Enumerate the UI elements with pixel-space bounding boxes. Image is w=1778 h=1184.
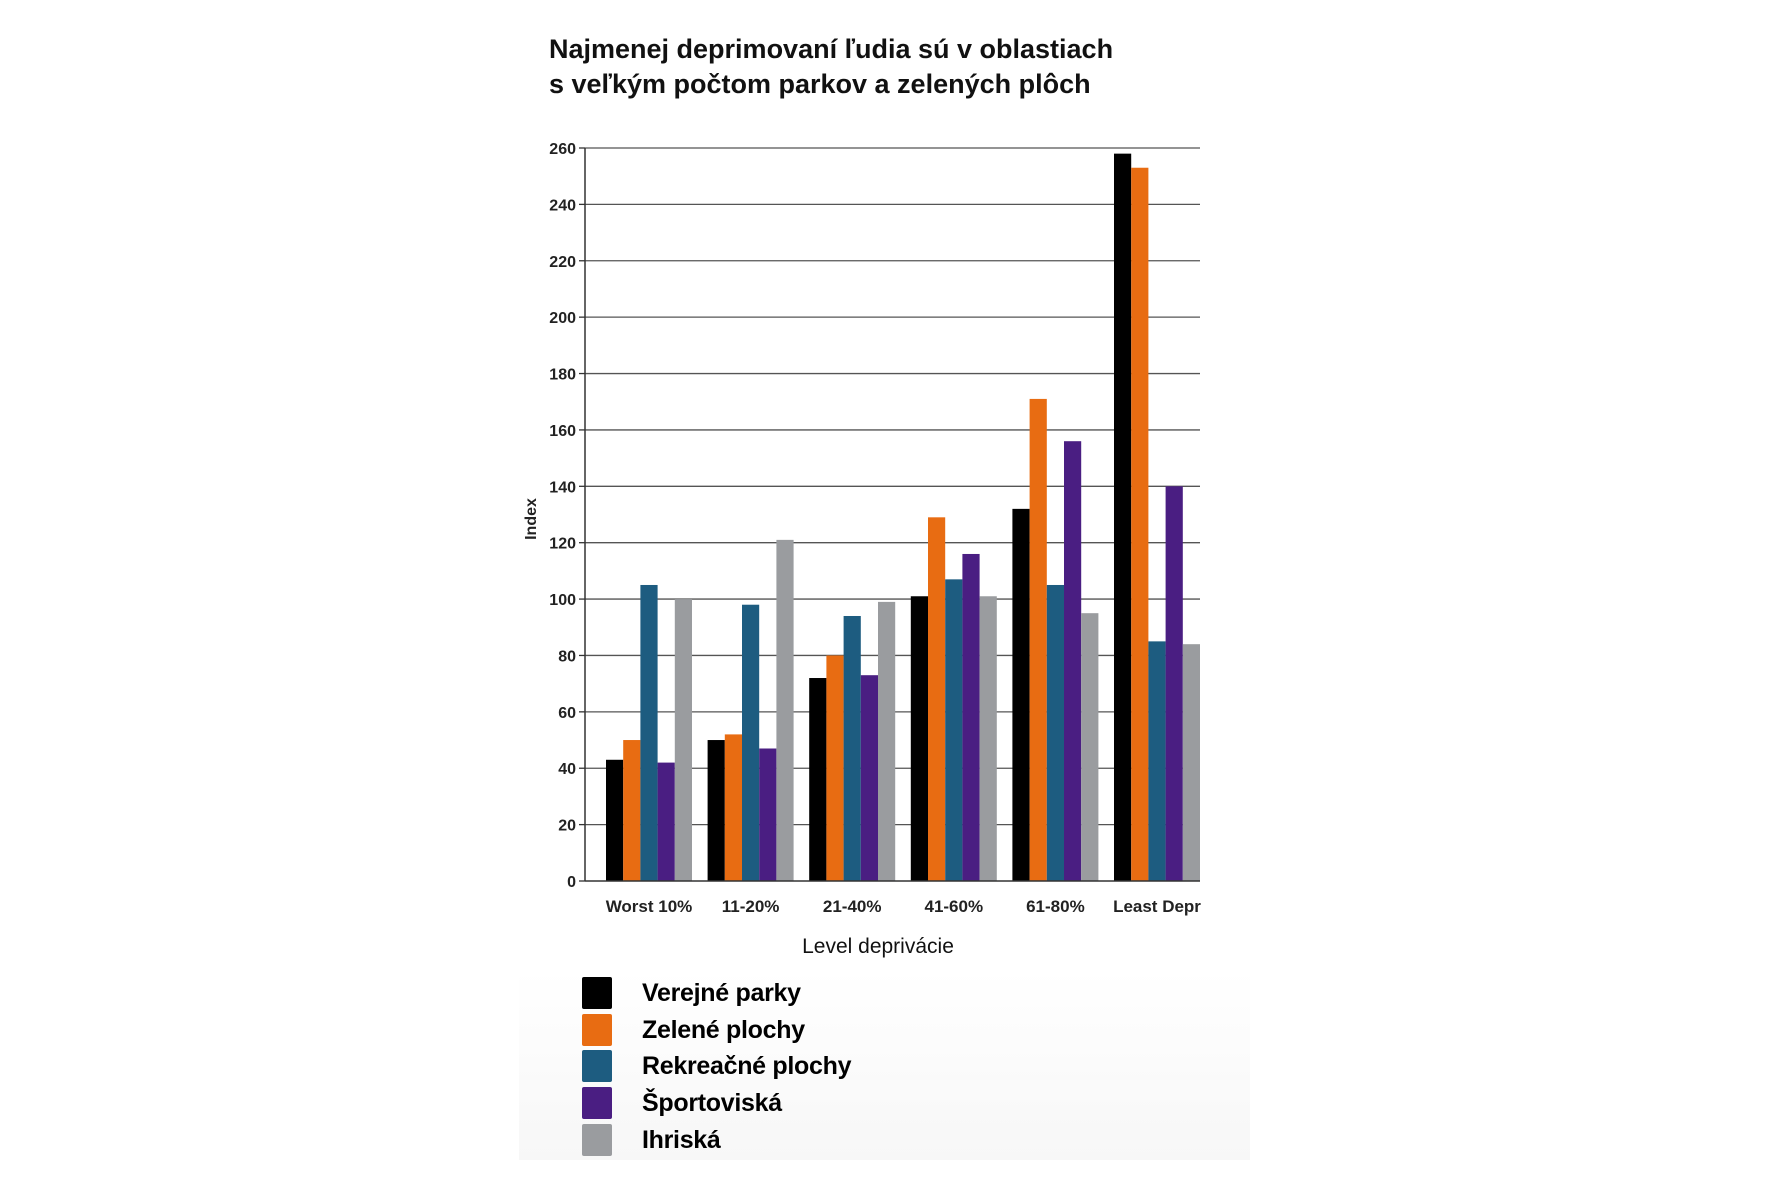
bar: [640, 584, 658, 881]
bar: [962, 553, 980, 881]
y-tick-label: 200: [549, 310, 576, 327]
y-tick-label: 260: [549, 141, 576, 158]
legend-item: Zelené plochy: [582, 1014, 805, 1046]
y-tick-label: 220: [549, 254, 576, 271]
bar: [742, 604, 760, 881]
y-tick-label: 120: [549, 536, 576, 553]
y-axis-label: Index: [523, 498, 540, 540]
bar: [724, 734, 742, 881]
legend-swatch: [582, 977, 612, 1009]
bar: [657, 762, 675, 881]
y-tick-label: 240: [549, 197, 576, 214]
legend-item: Športoviská: [582, 1087, 782, 1119]
x-tick-label: 41-60%: [924, 897, 983, 916]
title-line-1: Najmenej deprimovaní ľudia sú v oblastia…: [549, 34, 1114, 64]
legend-background: [519, 970, 1250, 1160]
bar: [928, 517, 946, 881]
bar: [707, 740, 725, 881]
chart-title: Najmenej deprimovaní ľudia sú v oblastia…: [549, 32, 1113, 102]
bar: [1114, 153, 1132, 882]
bar: [759, 748, 777, 881]
bar: [1182, 644, 1200, 881]
x-tick-label: 61-80%: [1026, 897, 1085, 916]
bar: [606, 759, 624, 881]
bar: [826, 655, 844, 881]
bar: [945, 579, 963, 881]
y-tick-label: 40: [558, 761, 576, 778]
bar: [860, 675, 878, 881]
legend-swatch: [582, 1124, 612, 1156]
y-tick-label: 160: [549, 423, 576, 440]
bar: [878, 601, 896, 881]
x-tick-label: 21-40%: [823, 897, 882, 916]
legend-label: Ihriská: [642, 1125, 721, 1154]
y-tick-label: 0: [567, 874, 576, 891]
legend-label: Verejné parky: [642, 978, 801, 1007]
legend-item: Ihriská: [582, 1124, 721, 1156]
bar: [910, 596, 928, 881]
legend-label: Rekreačné plochy: [642, 1051, 852, 1080]
legend-swatch: [582, 1050, 612, 1082]
title-line-2: s veľkým počtom parkov a zelených plôch: [549, 69, 1091, 99]
bar: [674, 599, 692, 881]
legend-label: Zelené plochy: [642, 1015, 805, 1044]
bar: [979, 596, 997, 881]
bar: [1046, 584, 1064, 881]
bar: [1064, 441, 1082, 881]
y-tick-label: 140: [549, 479, 576, 496]
x-tick-label: Least Depr: [1113, 897, 1201, 916]
y-tick-label: 60: [558, 705, 576, 722]
bar: [809, 678, 827, 881]
bar: [776, 539, 794, 881]
bar: [1081, 613, 1099, 881]
bar: [843, 615, 861, 881]
x-tick-label: Worst 10%: [606, 897, 693, 916]
legend-item: Rekreačné plochy: [582, 1050, 852, 1082]
legend-swatch: [582, 1087, 612, 1119]
y-tick-label: 20: [558, 818, 576, 835]
bar: [1029, 398, 1047, 881]
bar: [1148, 641, 1166, 881]
bar: [1012, 508, 1030, 881]
bar: [1165, 486, 1183, 881]
bar: [623, 740, 641, 881]
bar: [1131, 167, 1149, 881]
legend-swatch: [582, 1014, 612, 1046]
legend-label: Športoviská: [642, 1088, 782, 1117]
y-tick-label: 100: [549, 592, 576, 609]
y-tick-label: 80: [558, 648, 576, 665]
y-tick-label: 180: [549, 367, 576, 384]
legend-item: Verejné parky: [582, 977, 801, 1009]
x-tick-label: 11-20%: [722, 897, 780, 916]
x-axis-label: Level deprivácie: [802, 935, 954, 958]
